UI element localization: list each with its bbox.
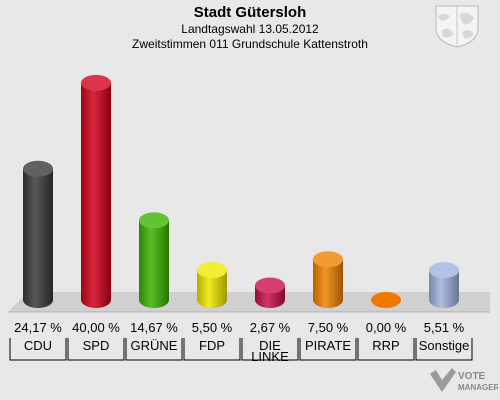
category-label-gr-ne: GRÜNE xyxy=(131,338,178,353)
brand-text-2: MANAGER xyxy=(458,383,498,392)
value-label-gr-ne: 14,67 % xyxy=(130,320,178,335)
vote-manager-logo: VOTE MANAGER xyxy=(430,368,498,392)
category-bracket xyxy=(299,338,357,361)
value-label-die-linke: 2,67 % xyxy=(250,320,291,335)
category-bracket xyxy=(357,338,415,361)
bar-top-sonstige xyxy=(429,262,459,279)
chart-subtitle-2: Zweitstimmen 011 Grundschule Kattenstrot… xyxy=(132,37,368,51)
bar-pirate xyxy=(313,259,343,308)
bar-top-die-linke xyxy=(255,277,285,294)
bar-sonstige xyxy=(429,270,459,308)
value-label-cdu: 24,17 % xyxy=(14,320,62,335)
brand-text-1: VOTE xyxy=(458,371,486,382)
category-label-rrp: RRP xyxy=(372,338,399,353)
bar-top-pirate xyxy=(313,251,343,268)
value-label-sonstige: 5,51 % xyxy=(424,320,465,335)
category-label-die-linke: LINKE xyxy=(251,349,289,364)
chart-title: Stadt Gütersloh xyxy=(193,4,307,21)
value-label-pirate: 7,50 % xyxy=(308,320,349,335)
value-label-rrp: 0,00 % xyxy=(366,320,407,335)
category-label-pirate: PIRATE xyxy=(305,338,351,353)
bar-fdp xyxy=(197,270,227,308)
category-label-die-linke: DIE xyxy=(259,338,281,353)
category-label-spd: SPD xyxy=(83,338,110,353)
bar-top-cdu xyxy=(23,160,53,177)
category-label-fdp: FDP xyxy=(199,338,225,353)
value-label-spd: 40,00 % xyxy=(72,320,120,335)
bar-top-spd xyxy=(81,74,111,91)
floor-shadow xyxy=(8,292,490,312)
bar-cdu xyxy=(23,168,53,308)
bar-top-gr-ne xyxy=(139,212,169,229)
category-bracket xyxy=(183,338,241,361)
category-bracket xyxy=(415,338,473,361)
bar-rrp xyxy=(371,292,401,308)
coat-of-arms-icon xyxy=(435,5,479,48)
category-label-cdu: CDU xyxy=(24,338,52,353)
bar-gr-ne xyxy=(139,220,169,308)
bar-spd xyxy=(81,82,111,308)
category-label-sonstige: Sonstige xyxy=(419,338,470,353)
category-bracket xyxy=(67,338,125,361)
bar-top-fdp xyxy=(197,262,227,279)
category-bracket xyxy=(125,338,183,361)
chart-header: Stadt Gütersloh Landtagswahl 13.05.2012 … xyxy=(0,4,500,52)
category-bracket xyxy=(241,338,299,361)
category-bracket xyxy=(9,338,67,361)
value-label-fdp: 5,50 % xyxy=(192,320,233,335)
chart-subtitle: Landtagswahl 13.05.2012 xyxy=(181,22,319,36)
